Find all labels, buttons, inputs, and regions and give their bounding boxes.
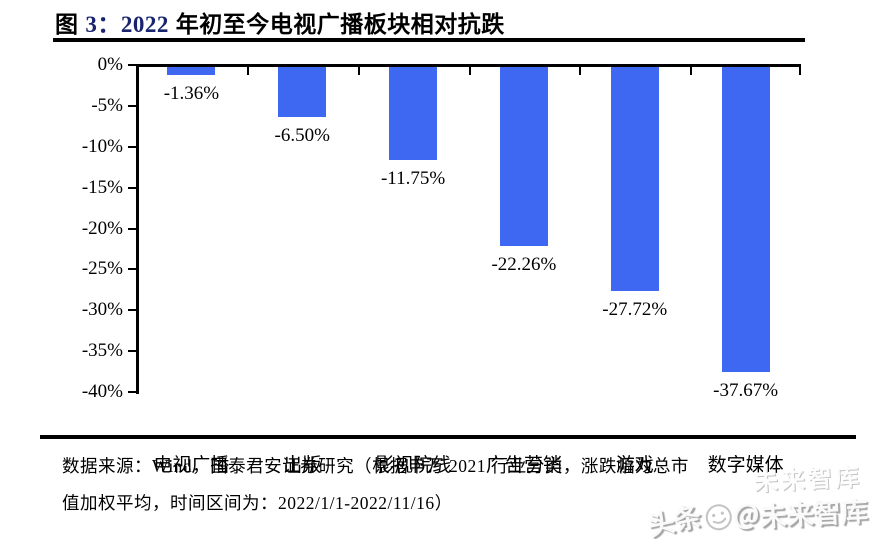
bar [499, 67, 548, 246]
data-source-note: 数据来源：Wind，国泰君安证券研究（根据申万 2021 行业分类，涨跌幅为总市… [62, 448, 689, 522]
category-label: 电视广播 [153, 455, 230, 476]
x-axis-tick [246, 67, 249, 75]
y-tick-label: -30% [81, 299, 123, 321]
y-axis-tick [128, 350, 136, 353]
category-label: 影视院线 [375, 455, 452, 476]
smiley-face-icon [705, 503, 732, 530]
y-axis-tick [128, 186, 136, 189]
bar [610, 67, 659, 291]
x-axis-tick [579, 67, 582, 75]
x-axis-tick [690, 67, 693, 75]
y-tick-label: -25% [81, 258, 123, 280]
x-axis-tick [357, 67, 360, 75]
bar-value-label: -37.67% [713, 380, 779, 401]
category-label: 数字媒体 [707, 455, 784, 476]
watermark-handle-label: ＠未来智库 [732, 496, 869, 534]
y-tick-label: -15% [81, 176, 123, 198]
y-axis-tick [128, 309, 136, 312]
x-axis-tick [136, 67, 138, 75]
bar [721, 67, 770, 372]
y-axis-tick [128, 64, 136, 66]
y-axis-tick [128, 145, 136, 148]
y-axis-tick [128, 227, 136, 230]
y-axis-tick [128, 391, 136, 393]
figure-title-text: 年初至今电视广播板块相对抗跌 [168, 11, 505, 37]
y-tick-label: -10% [81, 135, 123, 157]
y-axis-tick [128, 104, 136, 107]
source-line-2: 值加权平均，时间区间为：2022/1/1-2022/11/16） [62, 493, 453, 513]
watermark-main-text: 头条 ＠未来智库 [644, 490, 869, 539]
y-tick-label: -20% [81, 217, 123, 239]
x-axis-tick [799, 67, 801, 75]
figure-title-prefix: 图 [55, 11, 86, 37]
y-tick-label: -5% [91, 94, 123, 116]
y-tick-label: 0% [97, 54, 123, 75]
y-tick-label: -40% [81, 381, 123, 402]
bar-chart: 0% -5% -10% -15% -20% -25% -30% -35% -40% -1.36% 电… [0, 46, 875, 476]
watermark-toutiao-label: 头条 [644, 501, 704, 539]
y-axis-tick [128, 268, 136, 271]
zero-baseline [136, 64, 801, 67]
title-underline [53, 38, 805, 42]
figure-number: 3： [85, 12, 121, 37]
bar [389, 67, 438, 160]
figure-title: 图 3：2022 年初至今电视广播板块相对抗跌 [55, 5, 505, 39]
figure-title-year: 2022 [120, 12, 169, 37]
bar [167, 67, 216, 75]
bar-value-label: -11.75% [380, 168, 446, 189]
category-label: 出版 [283, 455, 322, 476]
bar [278, 67, 327, 117]
bar-value-label: -1.36% [163, 83, 220, 104]
footer-divider [40, 435, 856, 439]
bar-value-label: -6.50% [274, 125, 330, 146]
category-label: 广告营销 [485, 455, 562, 476]
watermark: 未来智库 头条 ＠未来智库 [645, 461, 869, 539]
y-axis-line [136, 64, 139, 394]
x-axis-tick [468, 67, 471, 75]
bar-value-label: -27.72% [602, 299, 668, 320]
source-line-1: 数据来源：Wind，国泰君安证券研究（根据申万 2021 行业分类，涨跌幅为总市 [62, 456, 689, 476]
bar-value-label: -22.26% [491, 254, 557, 275]
y-tick-label: -35% [81, 340, 123, 362]
category-label: 游戏 [615, 455, 654, 476]
